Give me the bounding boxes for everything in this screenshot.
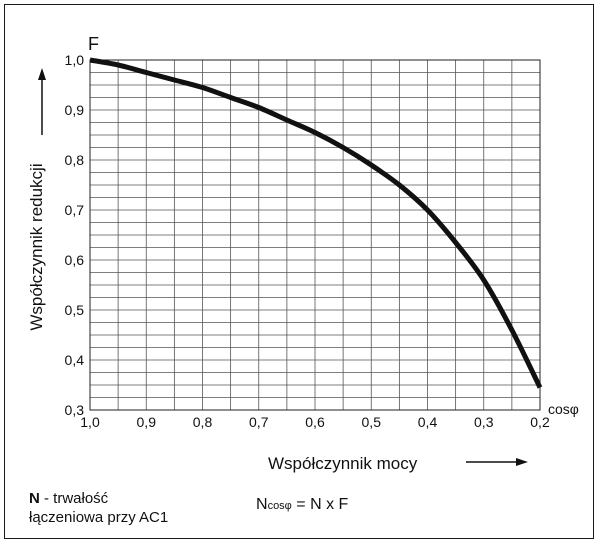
x-tick-label: 0,7 <box>249 414 269 430</box>
x-tick-label: 0,9 <box>137 414 157 430</box>
y-tick-label: 0,5 <box>65 302 85 318</box>
y-tick-label: 0,8 <box>65 152 85 168</box>
y-axis-label: Współczynnik redukcji <box>27 163 46 330</box>
plot-area-border <box>89 59 541 411</box>
y-tick-label: 0,6 <box>65 252 85 268</box>
formula-rest: = N x F <box>291 496 349 513</box>
figure-frame <box>4 4 594 539</box>
x-tick-label: 0,5 <box>362 414 382 430</box>
reduction-curve <box>89 57 543 389</box>
y-tick-label: 0,7 <box>65 202 85 218</box>
formula-n: N <box>256 496 268 513</box>
n-symbol: N <box>29 490 40 507</box>
y-tick-label: 1,0 <box>65 52 85 68</box>
y-tick-label: 0,9 <box>65 102 85 118</box>
y-unit-label: F <box>88 34 99 54</box>
x-tick-label: 0,4 <box>418 414 438 430</box>
y-tick-labels: 0,3 0,4 0,5 0,6 0,7 0,8 0,9 1,0 <box>65 52 85 418</box>
x-tick-label: 0,6 <box>305 414 325 430</box>
x-axis-label: Współczynnik mocy <box>268 454 418 473</box>
x-tick-label: 0,3 <box>474 414 494 430</box>
n-description-line1: - trwałość <box>39 490 109 507</box>
x-unit-label: cosφ <box>548 401 579 417</box>
formula-subscript: cosφ <box>267 500 292 512</box>
formula: Ncosφ = N x F <box>256 495 348 516</box>
grid <box>90 60 540 410</box>
x-tick-label: 0,8 <box>193 414 213 430</box>
n-definition: N - trwałość łączeniowa przy AC1 <box>29 489 168 527</box>
x-tick-label: 1,0 <box>80 414 100 430</box>
y-tick-label: 0,4 <box>65 352 85 368</box>
x-tick-label: 0,2 <box>530 414 550 430</box>
n-description-line2: łączeniowa przy AC1 <box>29 509 169 526</box>
x-axis-arrowhead <box>516 458 528 466</box>
y-tick-label: 0,3 <box>65 402 85 418</box>
y-axis-arrowhead <box>38 68 46 80</box>
x-tick-labels: 1,0 0,9 0,8 0,7 0,6 0,5 0,4 0,3 0,2 <box>80 414 550 430</box>
